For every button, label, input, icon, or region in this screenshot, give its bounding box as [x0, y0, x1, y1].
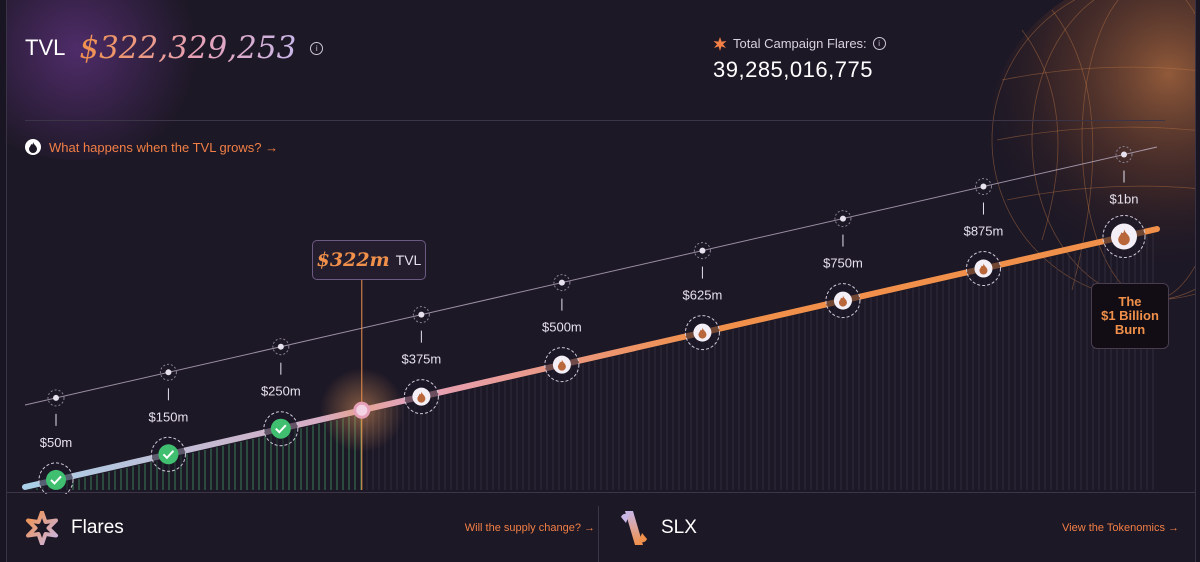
burn-line-1: The [1118, 294, 1142, 309]
flares-footer: Flares Will the supply change? → [25, 494, 595, 562]
milestone-$750m[interactable]: $750m [823, 210, 863, 319]
milestone-guide-ring [412, 306, 430, 324]
milestone-label: $875m [964, 224, 1004, 239]
flame-shape [557, 359, 566, 371]
tvl-label: TVL [25, 35, 66, 60]
info-icon[interactable]: i [872, 37, 886, 50]
tvl-grows-label: What happens when the TVL grows? → [49, 139, 279, 155]
milestone-guide-dot [558, 279, 565, 286]
flame-icon [25, 139, 41, 155]
milestone-label: $375m [401, 352, 441, 367]
milestone-guide-ring [47, 389, 65, 407]
milestone-label: $750m [823, 256, 863, 271]
milestone-guide-dot [418, 311, 425, 318]
burn-line-3: Burn [1114, 322, 1146, 337]
tvl-display: TVL $322,329,253 i [25, 30, 324, 66]
milestone-guide-dot [980, 183, 987, 190]
milestone-guide-ring [553, 274, 571, 292]
milestone-guide-dot [1121, 151, 1127, 158]
flares-star-icon [26, 511, 58, 545]
header-divider [25, 120, 1165, 121]
total-flares-label: Total Campaign Flares: [733, 36, 867, 51]
milestone-guide-ring [159, 363, 177, 381]
flame-shape [417, 391, 426, 403]
total-flares: Total Campaign Flares: i 39,285,016,775 [713, 36, 886, 83]
milestone-label: $50m [40, 435, 73, 450]
current-tvl-label: TVL [395, 252, 422, 268]
slx-logo-icon [621, 511, 647, 545]
tvl-value: $322,329,253 [79, 30, 297, 66]
check-mark [50, 475, 62, 485]
milestone-guide-dot [165, 369, 172, 376]
milestone-$250m[interactable]: $250m [261, 338, 301, 447]
tvl-milestone-chart: $50m $150m $250m $375m $500m $625m $750m $875m $… [22, 146, 1160, 494]
tvl-grows-link[interactable]: What happens when the TVL grows? → [25, 139, 278, 155]
flares-title: Flares [71, 517, 124, 538]
flame-shape [1118, 229, 1130, 246]
info-icon[interactable]: i [310, 41, 324, 55]
flame-shape [698, 327, 707, 339]
check-mark [275, 424, 287, 434]
milestone-guide-dot [699, 247, 706, 254]
milestone-guide-line [24, 146, 1158, 406]
milestone-guide-dot [53, 394, 59, 401]
dashboard-panel: TVL $322,329,253 i Total Campaign Flares… [6, 0, 1196, 562]
check-icon [46, 469, 66, 490]
milestone-guide-ring [693, 242, 711, 260]
milestone-label: $625m [683, 288, 723, 303]
supply-change-link[interactable]: Will the supply change? → [464, 522, 595, 534]
check-icon [158, 444, 179, 465]
milestone-guide-ring [834, 210, 852, 228]
milestone-label: $150m [149, 409, 189, 424]
slx-title: SLX [661, 517, 697, 538]
milestone-$875m[interactable]: $875m [964, 178, 1004, 287]
milestone-$500m[interactable]: $500m [542, 274, 582, 383]
milestone-guide-dot [277, 343, 284, 350]
billion-burn-badge[interactable]: The $1 Billion Burn [1091, 283, 1169, 349]
footer-divider [7, 492, 1195, 493]
milestone-$50m[interactable]: $50m [38, 389, 74, 494]
flare-star-icon [713, 36, 727, 51]
milestone-guide-dot [839, 215, 846, 222]
milestone-guide-ring [1115, 146, 1133, 164]
milestone-$1bn[interactable]: $1bn [1102, 146, 1146, 259]
milestone-label: $250m [261, 384, 301, 399]
milestone-$150m[interactable]: $150m [149, 363, 189, 472]
flame-shape [979, 263, 988, 275]
milestone-label: $500m [542, 320, 582, 335]
check-mark [162, 450, 175, 460]
current-tvl-point [353, 401, 371, 419]
current-tvl-value: $322m [316, 249, 390, 271]
total-flares-value: 39,285,016,775 [713, 57, 873, 82]
milestone-$375m[interactable]: $375m [401, 306, 441, 415]
milestone-guide-ring [974, 178, 992, 196]
check-icon [270, 418, 291, 439]
flame-shape [838, 295, 847, 307]
burn-line-2: $1 Billion [1101, 308, 1159, 323]
slx-footer: SLX View the Tokenomics → [619, 494, 1179, 562]
footer-separator [598, 506, 599, 562]
current-tvl-indicator: $322m TVL [312, 240, 426, 280]
milestone-guide-ring [272, 338, 290, 356]
tokenomics-link[interactable]: View the Tokenomics → [1062, 522, 1179, 534]
milestone-label: $1bn [1110, 192, 1139, 207]
milestone-$625m[interactable]: $625m [683, 242, 723, 351]
